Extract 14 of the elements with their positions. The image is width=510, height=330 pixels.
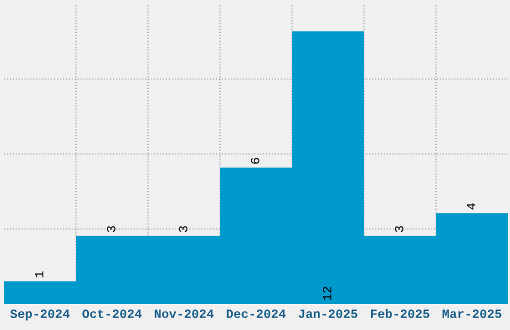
data-label: 1 — [35, 271, 44, 278]
data-label: 3 — [106, 226, 116, 232]
x-tick-label: Nov-2024 — [154, 310, 214, 318]
x-tick-label: Sep-2024 — [10, 310, 70, 321]
data-label: 4 — [467, 203, 476, 210]
x-tick-label: Dec-2024 — [226, 310, 286, 318]
x-tick-label: Oct-2024 — [82, 310, 142, 318]
x-tick-label: Mar-2025 — [442, 310, 502, 318]
data-label: 6 — [250, 158, 260, 164]
data-label: 12 — [322, 286, 332, 300]
data-label: 3 — [178, 226, 188, 232]
x-tick-label: Feb-2025 — [371, 308, 430, 318]
x-tick-label: Jan-2025 — [298, 310, 358, 318]
data-label: 3 — [394, 226, 404, 232]
